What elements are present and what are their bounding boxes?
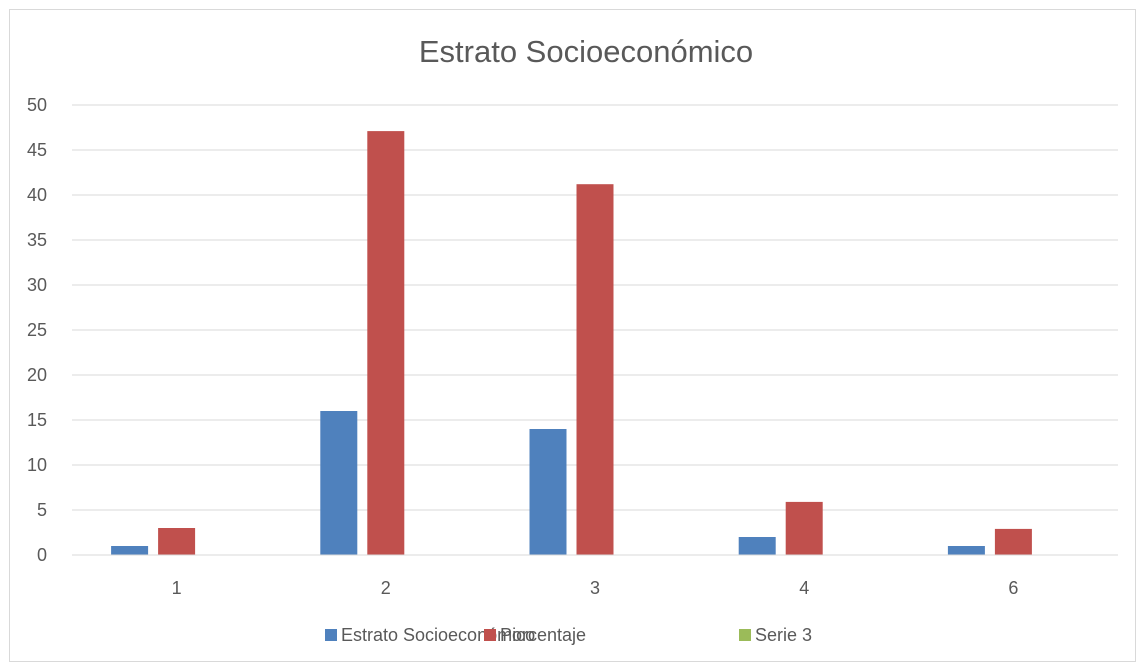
y-tick-label: 45 (27, 140, 47, 160)
y-tick-label: 0 (37, 545, 47, 565)
y-tick-label: 40 (27, 185, 47, 205)
legend-swatch (739, 629, 751, 641)
bar (738, 537, 776, 555)
y-axis-tick-labels: 0 5 10 15 20 25 30 35 40 45 50 (27, 95, 47, 565)
x-tick-label: 3 (590, 578, 600, 598)
bar (576, 184, 614, 555)
gridlines (72, 104, 1118, 511)
chart-title: Estrato Socioeconómico (419, 34, 753, 69)
y-tick-label: 50 (27, 95, 47, 115)
y-tick-label: 15 (27, 410, 47, 430)
x-tick-label: 2 (381, 578, 391, 598)
bar (529, 429, 567, 555)
legend-label: Serie 3 (755, 625, 812, 645)
legend-swatch (484, 629, 496, 641)
legend-swatch (325, 629, 337, 641)
y-tick-label: 20 (27, 365, 47, 385)
y-tick-label: 5 (37, 500, 47, 520)
x-tick-label: 4 (799, 578, 809, 598)
y-tick-label: 25 (27, 320, 47, 340)
bar (111, 546, 149, 555)
legend-label: Porcentaje (500, 625, 586, 645)
bar (158, 528, 196, 555)
bar (785, 501, 823, 555)
y-tick-label: 10 (27, 455, 47, 475)
bar (994, 528, 1032, 555)
x-tick-label: 6 (1008, 578, 1018, 598)
bar (367, 131, 405, 555)
y-tick-label: 35 (27, 230, 47, 250)
x-axis-tick-labels: 1 2 3 4 6 (172, 578, 1019, 598)
y-tick-label: 30 (27, 275, 47, 295)
bars (111, 131, 1032, 555)
x-tick-label: 1 (172, 578, 182, 598)
bar (320, 411, 358, 555)
bar (947, 546, 985, 555)
